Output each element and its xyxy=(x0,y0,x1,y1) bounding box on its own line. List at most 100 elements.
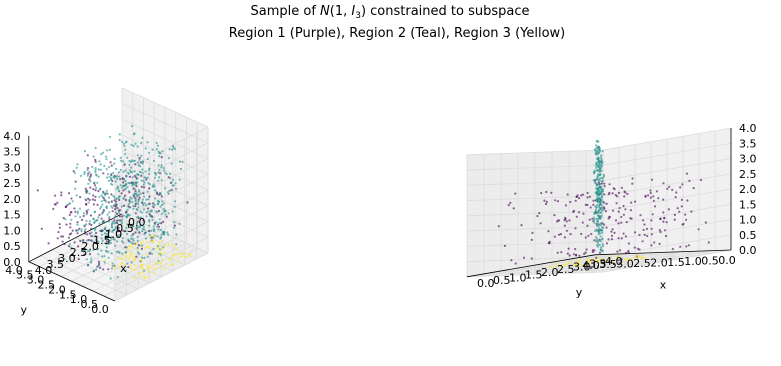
data-point xyxy=(596,240,599,243)
data-point xyxy=(105,233,108,236)
data-point xyxy=(102,209,105,213)
data-point xyxy=(131,237,134,240)
data-point xyxy=(111,210,114,213)
data-point xyxy=(157,246,160,249)
data-point xyxy=(680,198,684,201)
data-point xyxy=(76,221,79,224)
data-point xyxy=(642,219,645,222)
data-point xyxy=(132,232,135,235)
data-point xyxy=(106,213,109,216)
data-point xyxy=(569,233,572,236)
data-point xyxy=(110,267,114,270)
data-point xyxy=(122,142,126,145)
data-point xyxy=(598,177,601,180)
data-point xyxy=(69,222,72,225)
data-point xyxy=(682,222,685,225)
y-tick-label: 4.0 xyxy=(5,264,23,277)
data-point xyxy=(686,199,689,202)
data-point xyxy=(147,198,150,201)
data-point xyxy=(83,232,86,235)
data-point xyxy=(140,179,143,182)
data-point xyxy=(620,186,624,189)
data-point xyxy=(159,152,162,155)
data-point xyxy=(126,186,129,189)
data-point xyxy=(597,209,601,212)
data-point xyxy=(112,222,115,225)
data-point xyxy=(105,168,108,171)
data-point xyxy=(129,252,132,256)
data-point xyxy=(114,244,117,247)
data-point xyxy=(610,230,613,233)
data-point xyxy=(131,176,134,179)
data-point xyxy=(599,149,602,153)
data-point xyxy=(595,236,598,239)
data-point xyxy=(109,161,112,164)
data-point xyxy=(108,228,111,231)
grid-line xyxy=(466,180,604,186)
data-point xyxy=(162,230,165,233)
data-point xyxy=(105,158,108,161)
data-point xyxy=(643,233,646,236)
data-point xyxy=(174,187,178,190)
data-point xyxy=(594,208,597,211)
data-point xyxy=(57,257,61,260)
data-point xyxy=(167,212,170,215)
data-point xyxy=(559,264,562,268)
data-point xyxy=(584,251,587,254)
data-point xyxy=(530,257,533,260)
x-axis-line xyxy=(594,249,732,256)
data-point xyxy=(134,243,137,246)
data-point xyxy=(134,190,137,193)
grid-line xyxy=(40,255,127,296)
data-point xyxy=(142,192,145,195)
data-point xyxy=(113,238,116,241)
data-point xyxy=(563,263,566,266)
data-point xyxy=(64,218,67,221)
data-point xyxy=(161,200,164,203)
data-point xyxy=(166,231,169,234)
data-point xyxy=(668,185,671,188)
data-point xyxy=(603,202,606,205)
data-point xyxy=(92,248,95,251)
data-point xyxy=(116,257,119,260)
data-point xyxy=(108,242,111,246)
series-3-points xyxy=(548,254,646,269)
data-point xyxy=(178,178,181,181)
data-point xyxy=(138,259,142,262)
data-point xyxy=(141,256,144,259)
data-point xyxy=(627,251,630,254)
data-point xyxy=(636,247,640,250)
grid-line xyxy=(114,173,209,223)
data-point xyxy=(144,147,147,150)
data-point xyxy=(125,175,128,178)
data-point xyxy=(107,201,110,204)
data-point xyxy=(142,226,145,229)
data-point xyxy=(76,229,80,232)
data-point xyxy=(569,200,572,204)
data-point xyxy=(73,171,76,174)
data-point xyxy=(599,248,603,251)
data-point xyxy=(580,232,583,236)
data-point xyxy=(102,219,105,222)
data-point xyxy=(101,228,104,231)
data-point xyxy=(161,203,164,206)
data-point xyxy=(52,207,55,210)
z-tick-label: 0.5 xyxy=(739,229,757,242)
data-point xyxy=(662,211,665,214)
grid-line xyxy=(562,255,700,261)
data-point xyxy=(142,267,145,270)
data-point xyxy=(650,244,653,247)
data-point xyxy=(593,218,596,221)
data-point xyxy=(110,205,113,208)
data-point xyxy=(553,235,556,238)
data-point xyxy=(180,253,183,256)
data-point xyxy=(548,266,551,269)
data-point xyxy=(600,169,603,172)
data-point xyxy=(131,223,135,226)
data-point xyxy=(593,239,596,242)
data-point xyxy=(597,146,600,149)
data-point xyxy=(122,181,125,184)
data-point xyxy=(591,249,595,252)
data-point xyxy=(595,256,598,259)
data-point xyxy=(127,238,130,241)
